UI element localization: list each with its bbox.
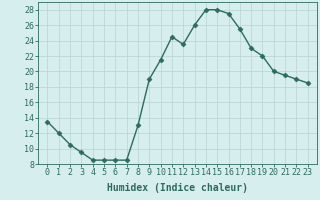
X-axis label: Humidex (Indice chaleur): Humidex (Indice chaleur): [107, 183, 248, 193]
